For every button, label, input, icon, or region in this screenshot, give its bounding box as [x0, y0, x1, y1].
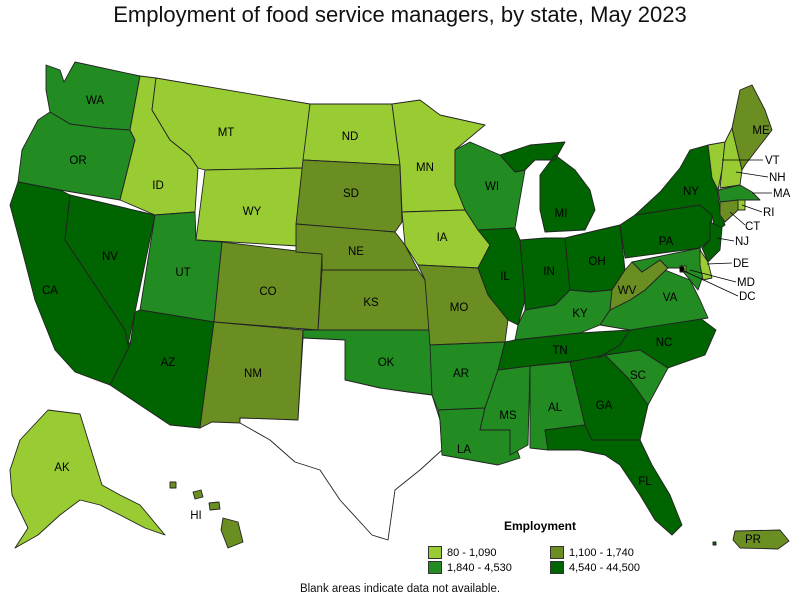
leader-DE — [706, 262, 733, 265]
legend-item-4: 4,540 - 44,500 — [550, 561, 640, 574]
label-DC: DC — [739, 291, 756, 303]
label-MO: MO — [450, 302, 469, 314]
label-VA: VA — [663, 292, 678, 304]
label-AK: AK — [54, 462, 70, 474]
label-AL: AL — [548, 402, 563, 414]
state-SD — [295, 159, 403, 233]
legend-label: 1,100 - 1,740 — [569, 546, 634, 559]
label-MA: MA — [773, 188, 791, 200]
leader-MD — [689, 269, 737, 283]
label-CA: CA — [42, 285, 58, 297]
state-NY — [634, 144, 726, 233]
label-PA: PA — [659, 236, 674, 248]
state-ME — [731, 84, 773, 171]
label-MD: MD — [737, 277, 755, 289]
state-HI — [169, 481, 244, 549]
label-CO: CO — [259, 286, 276, 298]
label-VT: VT — [765, 155, 780, 167]
state-IL — [477, 227, 526, 326]
label-KS: KS — [363, 297, 379, 309]
leader-NH — [735, 171, 769, 178]
label-CT: CT — [745, 221, 760, 233]
label-MI: MI — [555, 208, 568, 220]
leader-NJ — [716, 237, 735, 242]
label-GA: GA — [596, 400, 613, 412]
state-MI — [499, 141, 596, 233]
label-TN: TN — [552, 345, 567, 357]
label-OH: OH — [588, 256, 605, 268]
label-WY: WY — [243, 206, 262, 218]
state-TX — [239, 337, 443, 541]
label-ID: ID — [152, 180, 164, 192]
legend-label: 80 - 1,090 — [447, 546, 497, 559]
label-AR: AR — [453, 368, 469, 380]
leader-DC — [681, 269, 739, 297]
state-VT — [707, 141, 726, 191]
label-NY: NY — [683, 186, 699, 198]
leader-RI — [741, 204, 763, 213]
legend-swatch — [550, 546, 564, 559]
label-UT: UT — [175, 267, 190, 279]
label-SD: SD — [343, 188, 359, 200]
label-NC: NC — [656, 337, 673, 349]
label-MT: MT — [218, 127, 235, 139]
footnote: Blank areas indicate data not available. — [299, 583, 501, 595]
legend-swatch — [428, 561, 442, 574]
label-HI: HI — [190, 510, 202, 522]
state-DE — [699, 249, 713, 281]
legend-label: 1,840 - 4,530 — [447, 561, 512, 574]
label-OK: OK — [378, 357, 395, 369]
state-RI — [737, 199, 746, 211]
label-MN: MN — [416, 162, 434, 174]
legend-swatch — [428, 546, 442, 559]
label-WV: WV — [618, 285, 637, 297]
state-NC — [597, 317, 717, 369]
label-AZ: AZ — [161, 357, 176, 369]
leader-CT — [729, 211, 746, 226]
label-DE: DE — [733, 258, 749, 270]
label-NE: NE — [348, 246, 364, 258]
legend-item-3: 1,840 - 4,530 — [428, 561, 512, 574]
label-PR: PR — [745, 534, 761, 546]
label-IN: IN — [543, 266, 555, 278]
label-KY: KY — [572, 308, 588, 320]
label-OR: OR — [69, 155, 86, 167]
label-NJ: NJ — [735, 236, 749, 248]
state-PR — [732, 529, 790, 550]
label-NV: NV — [102, 251, 118, 263]
legend-item-2: 1,100 - 1,740 — [550, 546, 634, 559]
state-FL — [544, 424, 683, 536]
legend-label: 4,540 - 44,500 — [569, 561, 640, 574]
label-ND: ND — [342, 131, 359, 143]
pr-islet — [712, 541, 717, 546]
label-WI: WI — [485, 181, 499, 193]
legend-title: Employment — [504, 519, 577, 533]
label-IA: IA — [437, 232, 448, 244]
state-AK — [9, 409, 166, 549]
legend-swatch — [550, 561, 564, 574]
label-FL: FL — [638, 476, 652, 488]
label-ME: ME — [752, 125, 770, 137]
label-LA: LA — [457, 444, 471, 456]
state-CT — [719, 199, 739, 223]
label-SC: SC — [630, 370, 646, 382]
map-title: Employment of food service managers, by … — [113, 2, 687, 27]
label-WA: WA — [86, 95, 104, 107]
label-IL: IL — [500, 271, 510, 283]
label-MS: MS — [499, 410, 517, 422]
label-NH: NH — [769, 172, 786, 184]
legend-item-1: 80 - 1,090 — [428, 546, 497, 559]
label-RI: RI — [763, 207, 775, 219]
label-NM: NM — [244, 368, 262, 380]
state-MS — [479, 365, 531, 456]
